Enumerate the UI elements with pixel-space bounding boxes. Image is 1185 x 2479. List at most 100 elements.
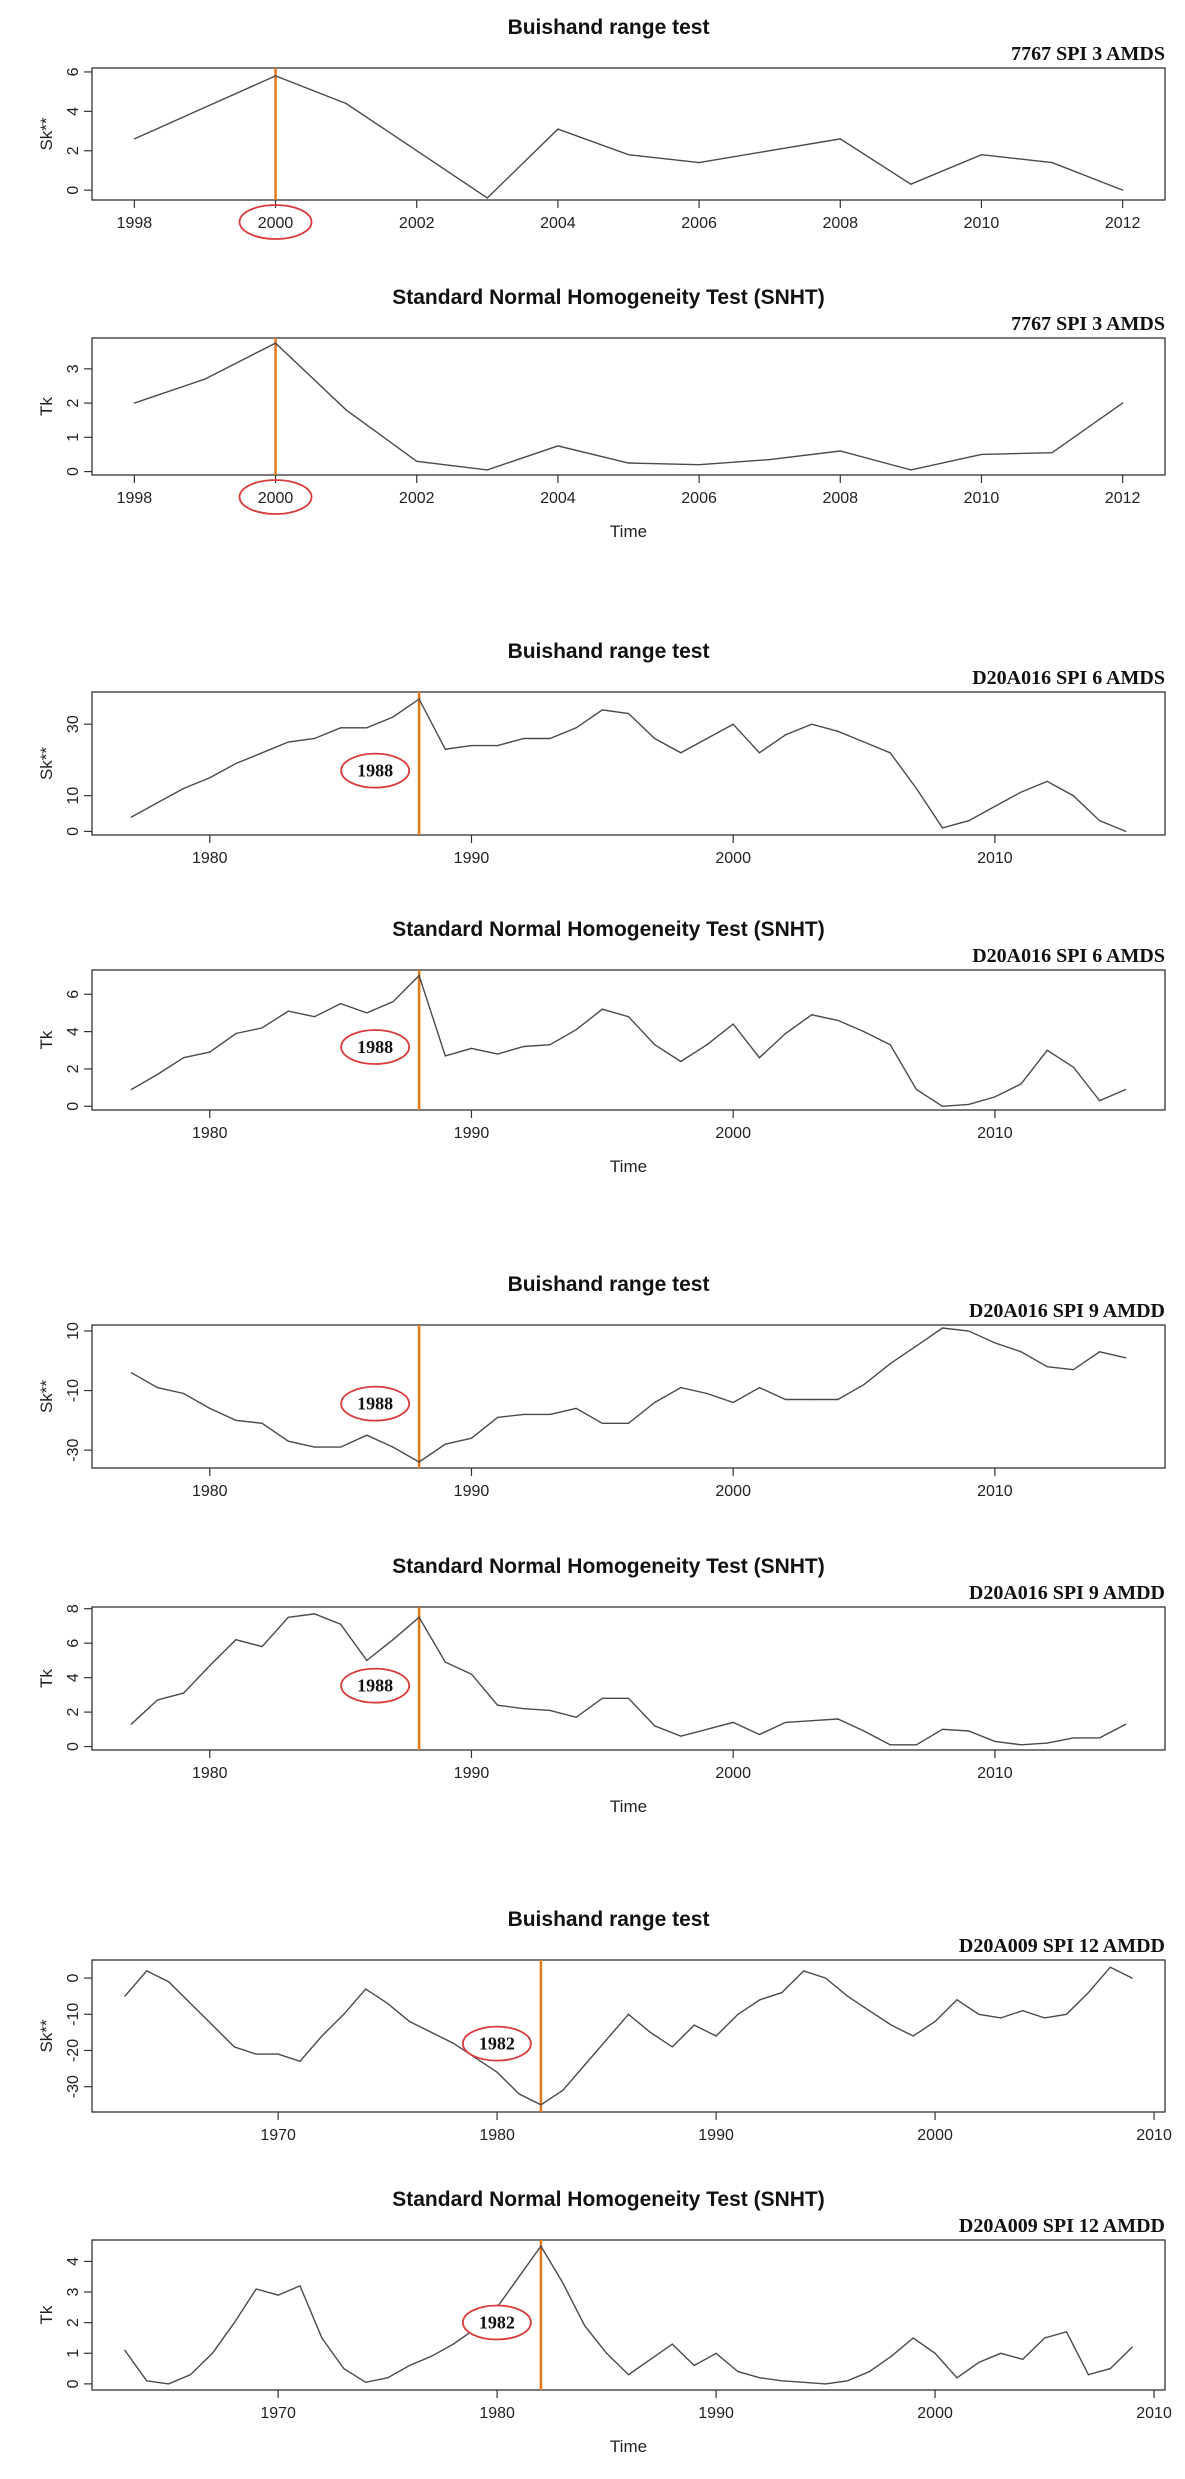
data-point — [863, 741, 865, 743]
data-point — [994, 1096, 996, 1098]
data-point — [680, 1386, 682, 1389]
x-tick-label: 2010 — [1136, 2127, 1172, 2144]
data-point — [994, 1342, 996, 1344]
x-tick-label: 1998 — [117, 215, 153, 232]
y-tick-label: 2 — [65, 399, 82, 408]
x-tick-label: 2000 — [715, 850, 751, 867]
change-point-marker — [340, 1029, 411, 1065]
data-point — [387, 2377, 389, 2379]
y-tick-label: 2 — [65, 1708, 82, 1717]
data-point — [209, 1664, 211, 1667]
y-axis-label: Sk** — [37, 117, 56, 150]
x-axis-label: Time — [610, 2437, 647, 2456]
data-point — [255, 2053, 257, 2055]
data-point — [1046, 1742, 1048, 1744]
plot-frame — [91, 691, 1166, 836]
change-point-year: 1988 — [357, 1394, 393, 1414]
data-point — [606, 2039, 608, 2041]
data-point — [784, 1032, 787, 1035]
data-point — [994, 1740, 996, 1742]
data-point — [868, 2010, 870, 2012]
data-point — [452, 2042, 454, 2044]
data-point — [430, 2031, 433, 2033]
data-point — [575, 1716, 577, 1718]
data-point — [671, 2343, 673, 2345]
data-point — [523, 737, 525, 740]
data-point — [601, 709, 603, 711]
change-point-year: 1988 — [357, 1676, 393, 1696]
data-point — [890, 2355, 892, 2357]
data-point — [540, 2245, 542, 2247]
data-point — [1072, 1737, 1075, 1739]
x-tick-label: 2000 — [715, 1125, 751, 1142]
data-point — [486, 469, 488, 471]
data-point — [671, 2046, 673, 2048]
data-point — [732, 1721, 734, 1724]
data-point — [606, 2352, 608, 2354]
data-point — [627, 1697, 630, 1699]
data-point — [209, 777, 211, 779]
data-point — [759, 2377, 761, 2379]
data-point — [189, 2002, 192, 2005]
data-point — [601, 1008, 603, 1010]
y-tick-label: -30 — [65, 1438, 82, 1461]
data-point — [1022, 2358, 1024, 2360]
data-point — [1051, 161, 1053, 164]
data-point — [209, 1051, 211, 1053]
data-point — [235, 1639, 237, 1641]
data-point — [365, 1988, 367, 1990]
y-axis-label: Tk — [37, 1030, 56, 1049]
data-point — [408, 2364, 411, 2367]
data-point — [549, 1413, 551, 1415]
data-point — [261, 752, 263, 754]
chart-title: Buishand range test — [508, 1273, 710, 1296]
x-tick-label: 1990 — [454, 850, 490, 867]
chart-panel-3: Buishand range test D20A016 SPI 6 AMDS 198… — [37, 640, 1166, 867]
change-point-marker — [340, 752, 411, 789]
data-point — [470, 1673, 473, 1675]
data-point — [839, 138, 841, 140]
y-tick-label: 10 — [65, 1322, 82, 1340]
y-axis-label: Sk** — [37, 2019, 56, 2052]
data-point — [1098, 1737, 1101, 1739]
data-point — [781, 1991, 783, 1994]
data-point — [209, 1407, 211, 1410]
x-tick-label: 2010 — [977, 1125, 1013, 1142]
chart-subtitle: D20A009 SPI 12 AMDD — [959, 1935, 1165, 1957]
y-tick-label: 0 — [65, 2379, 82, 2388]
data-point — [211, 2352, 214, 2354]
data-point — [837, 1019, 839, 1022]
y-tick-label: 2 — [65, 146, 82, 155]
data-point — [1043, 2337, 1046, 2339]
data-point — [968, 1103, 970, 1105]
chart-panel-2: Standard Normal Homogeneity Test (SNHT) 7… — [37, 286, 1166, 541]
x-tick-label: 1970 — [260, 2405, 296, 2422]
data-point — [654, 737, 656, 740]
data-point — [287, 1616, 289, 1618]
series-line — [130, 1613, 1127, 1746]
data-point — [313, 1613, 316, 1615]
data-point — [549, 737, 551, 740]
chart-panel-5: Buishand range test D20A016 SPI 9 AMDD 198… — [37, 1273, 1166, 1500]
data-point — [706, 1044, 708, 1046]
data-point — [680, 752, 682, 754]
data-point — [680, 1060, 682, 1063]
plot-frame — [91, 1959, 1166, 2113]
data-point — [837, 1398, 839, 1401]
chart-subtitle: D20A016 SPI 9 AMDD — [969, 1300, 1165, 1322]
data-point — [549, 1709, 551, 1711]
data-point — [523, 1045, 525, 1048]
data-point — [444, 748, 446, 750]
change-point-year: 1988 — [357, 1037, 393, 1057]
data-point — [287, 741, 289, 743]
data-point — [934, 2352, 936, 2354]
x-tick-label: 1980 — [479, 2405, 515, 2422]
data-point — [584, 2325, 586, 2327]
y-tick-label: 10 — [65, 787, 82, 805]
data-point — [366, 727, 368, 729]
data-point — [941, 827, 944, 829]
data-point — [470, 745, 473, 747]
data-point — [408, 2020, 411, 2023]
data-point — [168, 2383, 170, 2385]
